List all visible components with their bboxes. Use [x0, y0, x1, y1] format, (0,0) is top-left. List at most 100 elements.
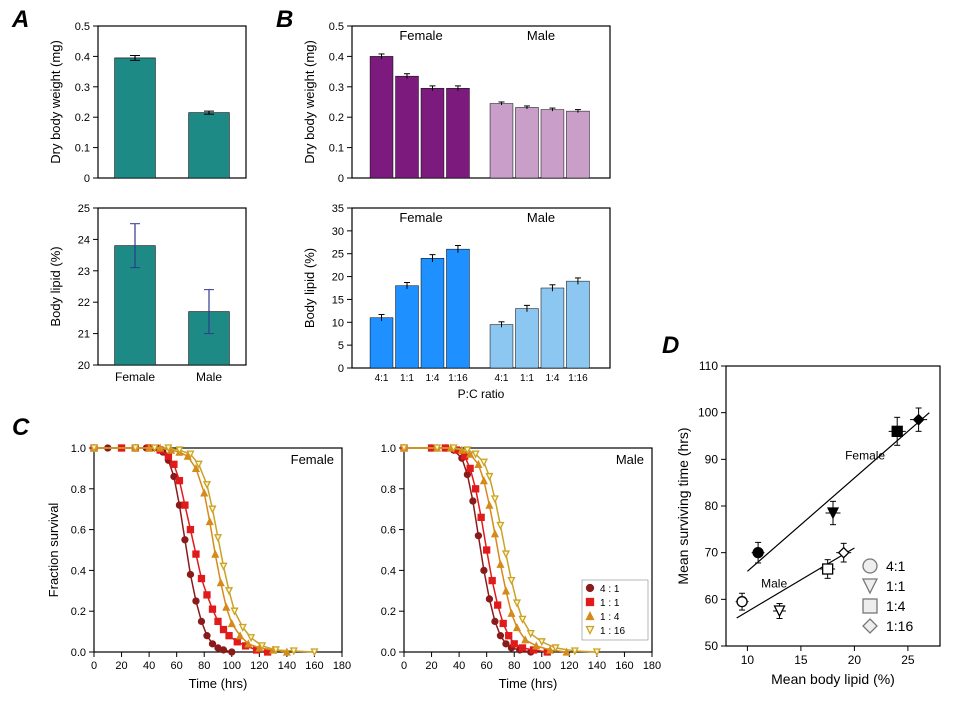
svg-text:Female: Female	[399, 210, 442, 225]
svg-text:1:16: 1:16	[886, 618, 913, 634]
panel-d: 10 15 20 25 50 60 70 80 90 100 110 Female Male 4:1 1:1…	[672, 356, 952, 696]
svg-text:4:1: 4:1	[886, 558, 906, 574]
svg-text:1:1: 1:1	[886, 578, 906, 594]
svg-text:100: 100	[533, 660, 551, 672]
svg-text:1:1: 1:1	[400, 373, 414, 384]
svg-text:80: 80	[508, 660, 520, 672]
svg-text:Female: Female	[291, 452, 334, 467]
svg-text:25: 25	[901, 653, 915, 667]
svg-text:Female: Female	[845, 448, 885, 462]
svg-text:120: 120	[560, 660, 578, 672]
svg-text:0: 0	[338, 173, 344, 185]
svg-text:Female: Female	[399, 28, 442, 43]
panel-c-label: C	[12, 414, 29, 442]
svg-text:40: 40	[143, 660, 155, 672]
svg-text:140: 140	[588, 660, 606, 672]
svg-text:10: 10	[741, 653, 755, 667]
svg-text:50: 50	[705, 639, 719, 653]
svg-text:120: 120	[250, 660, 268, 672]
svg-text:0: 0	[91, 660, 97, 672]
svg-text:0.6: 0.6	[381, 525, 396, 537]
svg-text:0.2: 0.2	[71, 606, 86, 618]
svg-text:4:1: 4:1	[495, 373, 509, 384]
svg-text:Time (hrs): Time (hrs)	[499, 676, 558, 691]
svg-text:5: 5	[338, 340, 344, 352]
svg-text:80: 80	[705, 499, 719, 513]
svg-text:110: 110	[699, 359, 718, 373]
panel-a-top: 00.10.20.30.40.5Dry body weight (mg)	[46, 18, 256, 188]
svg-text:0.2: 0.2	[381, 606, 396, 618]
svg-text:1:1: 1:1	[520, 373, 534, 384]
svg-text:90: 90	[705, 452, 719, 466]
svg-text:35: 35	[332, 203, 344, 215]
svg-text:1.0: 1.0	[381, 443, 396, 455]
svg-text:0.4: 0.4	[329, 51, 344, 63]
svg-text:Mean body lipid (%): Mean body lipid (%)	[771, 671, 895, 687]
panel-c-male: 0204060801001201401601800.00.20.40.60.81…	[356, 440, 666, 700]
svg-text:1.0: 1.0	[71, 443, 86, 455]
svg-text:0.0: 0.0	[71, 647, 86, 659]
svg-text:1 : 16: 1 : 16	[600, 626, 625, 637]
svg-text:1 : 1: 1 : 1	[600, 598, 620, 609]
svg-text:0.5: 0.5	[329, 21, 344, 33]
svg-text:24: 24	[78, 234, 90, 246]
svg-text:0: 0	[401, 660, 407, 672]
svg-text:1:4: 1:4	[886, 598, 906, 614]
svg-text:1:4: 1:4	[426, 373, 440, 384]
svg-text:0.5: 0.5	[75, 21, 90, 33]
svg-text:100: 100	[223, 660, 241, 672]
svg-text:0.8: 0.8	[71, 484, 86, 496]
panel-a-bottom: 202122232425FemaleMaleBody lipid (%)	[46, 200, 256, 395]
svg-text:10: 10	[332, 317, 344, 329]
svg-text:25: 25	[332, 249, 344, 261]
svg-text:0: 0	[84, 173, 90, 185]
svg-text:1:4: 1:4	[545, 373, 559, 384]
svg-text:0: 0	[338, 363, 344, 375]
svg-text:Dry body weight (mg): Dry body weight (mg)	[48, 40, 63, 164]
svg-text:21: 21	[78, 329, 90, 341]
svg-text:0.1: 0.1	[329, 143, 344, 155]
panel-a-label: A	[12, 6, 29, 34]
svg-text:22: 22	[78, 297, 90, 309]
svg-text:180: 180	[643, 660, 661, 672]
svg-text:15: 15	[794, 653, 808, 667]
svg-text:P:C ratio: P:C ratio	[458, 387, 505, 401]
svg-text:60: 60	[171, 660, 183, 672]
panel-c-female: 0204060801001201401601800.00.20.40.60.81…	[46, 440, 356, 700]
svg-text:20: 20	[848, 653, 862, 667]
svg-text:0.8: 0.8	[381, 484, 396, 496]
svg-text:Female: Female	[115, 370, 155, 384]
svg-text:Dry body weight (mg): Dry body weight (mg)	[302, 40, 317, 164]
svg-text:40: 40	[453, 660, 465, 672]
svg-text:1:16: 1:16	[448, 373, 468, 384]
svg-text:160: 160	[615, 660, 633, 672]
svg-text:1:16: 1:16	[568, 373, 588, 384]
svg-text:Body lipid (%): Body lipid (%)	[48, 246, 63, 326]
svg-text:20: 20	[78, 360, 90, 372]
svg-text:60: 60	[705, 592, 719, 606]
svg-text:Body lipid (%): Body lipid (%)	[302, 248, 317, 328]
svg-text:0.2: 0.2	[75, 112, 90, 124]
svg-text:25: 25	[78, 203, 90, 215]
svg-text:0.0: 0.0	[381, 647, 396, 659]
svg-text:1 : 4: 1 : 4	[600, 612, 620, 623]
svg-text:70: 70	[705, 546, 719, 560]
svg-text:100: 100	[698, 406, 718, 420]
svg-text:20: 20	[115, 660, 127, 672]
svg-text:Time (hrs): Time (hrs)	[189, 676, 248, 691]
panel-b-bottom: 05101520253035Female4:11:11:41:16Male4:1…	[300, 200, 620, 410]
svg-text:0.4: 0.4	[71, 565, 86, 577]
svg-text:160: 160	[305, 660, 323, 672]
svg-text:Male: Male	[616, 452, 644, 467]
svg-text:Male: Male	[196, 370, 222, 384]
svg-text:0.4: 0.4	[381, 565, 396, 577]
svg-text:Male: Male	[761, 577, 787, 591]
svg-text:Fraction survival: Fraction survival	[46, 503, 61, 598]
svg-text:Mean surviving time (hrs): Mean surviving time (hrs)	[675, 427, 691, 584]
svg-text:Male: Male	[527, 28, 555, 43]
svg-text:140: 140	[278, 660, 296, 672]
svg-text:20: 20	[425, 660, 437, 672]
svg-text:15: 15	[332, 294, 344, 306]
svg-text:80: 80	[198, 660, 210, 672]
svg-text:20: 20	[332, 272, 344, 284]
